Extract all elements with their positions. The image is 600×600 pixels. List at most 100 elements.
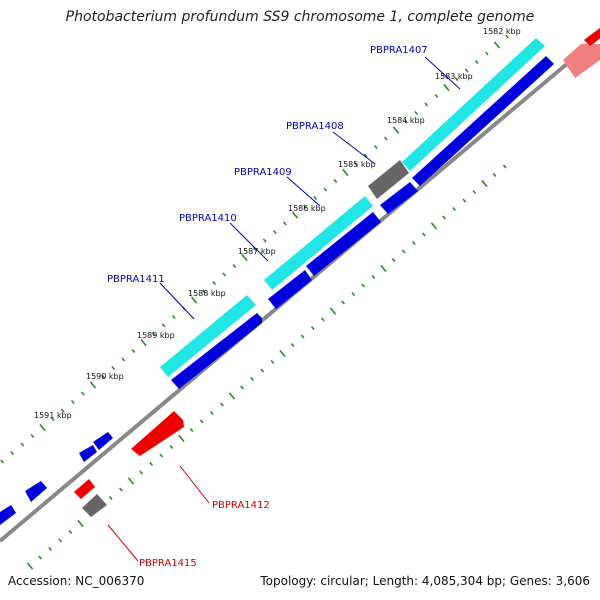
cds-arrow[interactable]: [268, 270, 312, 309]
cds-arrow[interactable]: [584, 28, 600, 46]
cds-forward-track: [0, 56, 554, 525]
major-tick: [392, 126, 400, 134]
major-tick: [39, 423, 46, 432]
gene-label-pbpra1411[interactable]: PBPRA1411: [107, 274, 165, 285]
major-tick: [342, 168, 349, 177]
major-tick: [279, 349, 286, 358]
minor-tick: [502, 164, 507, 169]
major-tick: [241, 253, 248, 262]
gene-label-pbpra1408[interactable]: PBPRA1408: [286, 121, 344, 132]
orf-track: [160, 38, 545, 377]
minor-tick: [171, 314, 176, 320]
minor-tick: [70, 399, 75, 405]
minor-tick: [401, 249, 406, 254]
minor-tick: [252, 246, 257, 252]
accession-label: Accession:: [8, 574, 72, 588]
major-tick: [140, 338, 147, 347]
minor-tick: [474, 59, 479, 65]
orf-bar[interactable]: [402, 38, 545, 171]
tick-label: 1590 kbp: [86, 372, 124, 381]
major-tick: [190, 296, 198, 304]
minor-tick: [159, 453, 164, 458]
cds-arrow[interactable]: [563, 44, 600, 78]
minor-tick: [361, 283, 366, 288]
gene-label-pbpra1409[interactable]: PBPRA1409: [234, 167, 292, 178]
minor-tick: [373, 144, 378, 150]
minor-tick: [50, 416, 55, 422]
minor-tick: [434, 93, 439, 99]
gene-label-pbpra1415[interactable]: PBPRA1415: [139, 558, 197, 569]
leader-line: [159, 282, 195, 320]
major-tick: [443, 83, 450, 92]
tick-label: 1588 kbp: [188, 289, 226, 298]
tick-label: 1583 kbp: [435, 72, 473, 81]
major-tick: [380, 264, 387, 273]
minor-tick: [101, 374, 106, 379]
minor-tick: [262, 238, 267, 243]
major-tick: [127, 477, 135, 485]
minor-tick: [118, 487, 123, 492]
leader-line: [332, 131, 376, 165]
minor-tick: [492, 172, 497, 178]
cds-arrow[interactable]: [0, 505, 16, 525]
gene-label-pbpra1412[interactable]: PBPRA1412: [212, 500, 270, 511]
minor-tick: [303, 204, 308, 209]
leader-line: [107, 524, 139, 562]
minor-tick: [353, 161, 358, 167]
minor-tick: [505, 34, 509, 39]
tick-label: 1582 kbp: [483, 27, 521, 36]
tick-label: 1589 kbp: [137, 331, 175, 340]
minor-tick: [60, 408, 65, 413]
kbp-labels: 1582 kbp 1583 kbp 1584 kbp 1585 kbp 1586…: [34, 27, 521, 420]
minor-tick: [371, 274, 376, 280]
misc-feature-block[interactable]: [368, 160, 409, 199]
minor-tick: [411, 240, 416, 246]
gene-label-pbpra1410[interactable]: PBPRA1410: [179, 213, 237, 224]
minor-tick: [333, 178, 338, 184]
cds-arrow[interactable]: [25, 481, 47, 502]
minor-tick: [139, 470, 144, 475]
minor-tick: [260, 368, 265, 373]
minor-tick: [421, 232, 426, 237]
minor-tick: [363, 153, 368, 158]
minor-tick: [149, 461, 154, 467]
minor-tick: [151, 331, 156, 337]
cds-arrow[interactable]: [93, 432, 113, 450]
minor-tick: [351, 291, 356, 297]
minor-tick: [424, 102, 429, 107]
minor-tick: [209, 410, 214, 416]
minor-tick: [10, 450, 15, 456]
cds-arrow[interactable]: [412, 56, 554, 186]
cds-arrow[interactable]: [74, 479, 95, 499]
minor-tick: [222, 272, 227, 277]
minor-tick: [320, 317, 325, 322]
gene-label-pbpra1407[interactable]: PBPRA1407: [370, 45, 428, 56]
cds-arrow[interactable]: [380, 182, 418, 214]
tick-label: 1591 kbp: [34, 411, 72, 420]
orf-bar[interactable]: [264, 196, 373, 290]
minor-tick: [404, 119, 408, 124]
minor-tick: [38, 555, 43, 560]
minor-tick: [290, 342, 295, 348]
minor-tick: [414, 110, 419, 116]
minor-tick: [131, 348, 136, 354]
minor-tick: [341, 300, 346, 305]
cds-arrow[interactable]: [306, 212, 381, 276]
minor-tick: [20, 442, 25, 447]
minor-tick: [189, 427, 194, 433]
minor-tick: [108, 495, 113, 501]
minor-tick: [452, 206, 457, 212]
gene-leaders: [107, 56, 461, 562]
orf-bar[interactable]: [160, 295, 256, 377]
cds-arrow[interactable]: [79, 445, 97, 462]
topology-summary: Topology: circular; Length: 4,085,304 bp…: [260, 574, 590, 588]
misc-feature-block[interactable]: [82, 494, 107, 517]
tick-label: 1585 kbp: [338, 160, 376, 169]
tick-label: 1586 kbp: [288, 204, 326, 213]
cds-arrow[interactable]: [131, 411, 184, 456]
cds-arrow[interactable]: [171, 313, 262, 389]
minor-tick: [442, 215, 446, 220]
major-tick: [481, 179, 488, 188]
minor-tick: [111, 365, 116, 371]
